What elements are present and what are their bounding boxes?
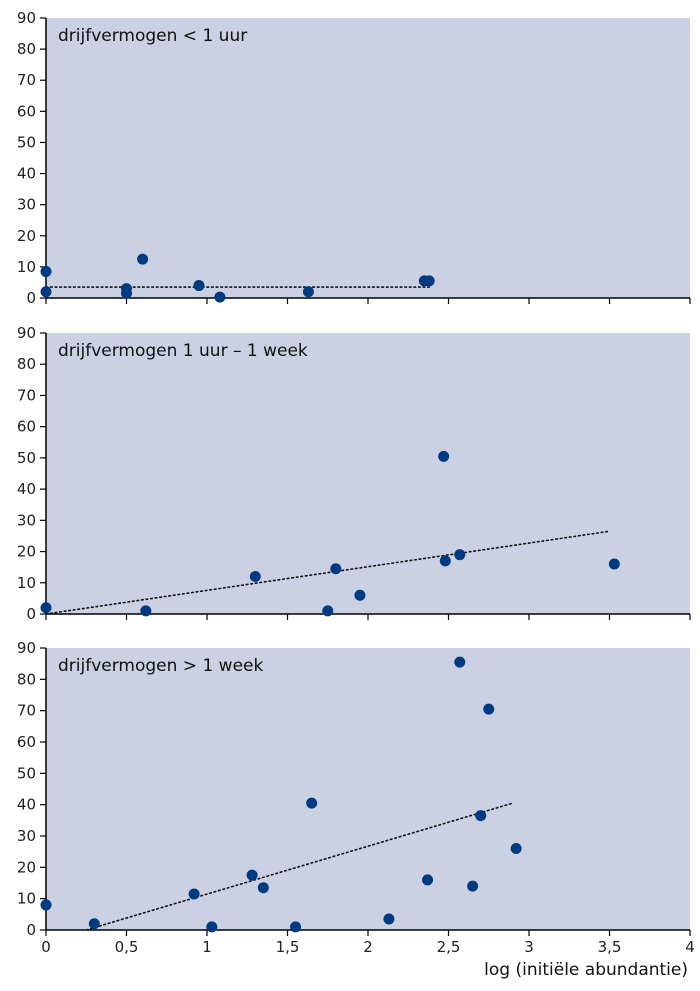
panel-3-data-point bbox=[306, 797, 318, 809]
panel-3-data-point bbox=[422, 874, 434, 886]
panel-1-data-point bbox=[40, 266, 52, 278]
panel-2-data-point bbox=[439, 555, 451, 567]
panel-2-y-tick-label: 40 bbox=[17, 480, 36, 498]
panel-2-trendline bbox=[45, 530, 611, 615]
panel-3-y-tick-label: 90 bbox=[17, 639, 36, 657]
panel-2-y-tick-label: 10 bbox=[17, 574, 36, 592]
panel-3-x-tick-label: 4 bbox=[685, 938, 695, 956]
panel-3-x-tick-label: 0 bbox=[41, 938, 51, 956]
panel-1-y-tick-label: 80 bbox=[17, 40, 36, 58]
panel-3-data-point bbox=[290, 921, 302, 933]
panel-3-data-point bbox=[257, 882, 269, 894]
panel-2-y-tick-label: 60 bbox=[17, 418, 36, 436]
panel-1-data-point bbox=[302, 286, 314, 298]
panel-3-title: drijfvermogen > 1 week bbox=[58, 656, 264, 676]
panel-3-data-point bbox=[467, 880, 479, 892]
panel-3-x-tick-label: 2,5 bbox=[437, 938, 461, 956]
panel-2-data-point bbox=[330, 563, 342, 575]
panel-3-x-tick-label: 2 bbox=[363, 938, 373, 956]
panel-3-y-tick-label: 10 bbox=[17, 890, 36, 908]
panel-1-y-tick-label: 10 bbox=[17, 258, 36, 276]
panel-3-data-point bbox=[483, 703, 495, 715]
panel-2-data-point bbox=[140, 605, 152, 617]
panel-3-x-axis-title: log (initiële abundantie) bbox=[484, 960, 688, 980]
panel-1-title: drijfvermogen < 1 uur bbox=[58, 26, 247, 46]
panel-2-y-tick-label: 0 bbox=[26, 605, 36, 623]
panel-2-y-tick-label: 20 bbox=[17, 543, 36, 561]
panel-1-plot-area bbox=[46, 18, 690, 298]
panel-3-x-tick-label: 1,5 bbox=[276, 938, 300, 956]
panel-3-plot-area bbox=[46, 648, 690, 930]
panel-3-y-tick-label: 50 bbox=[17, 764, 36, 782]
panel-2-data-point bbox=[438, 450, 450, 462]
panel-3-data-point bbox=[510, 843, 522, 855]
panel-3-x-tick-label: 3,5 bbox=[598, 938, 622, 956]
panel-1-y-tick-label: 0 bbox=[26, 289, 36, 307]
panel-3-data-point bbox=[454, 656, 466, 668]
panel-2-data-point bbox=[322, 605, 334, 617]
panel-3-x-tick-label: 1 bbox=[202, 938, 212, 956]
panel-1-data-point bbox=[137, 253, 149, 265]
panel-3-data-point bbox=[188, 888, 200, 900]
panel-2-data-point bbox=[354, 589, 366, 601]
panel-3-data-point bbox=[88, 918, 100, 930]
panel-3-data-point bbox=[206, 921, 218, 933]
panel-3-y-tick-label: 40 bbox=[17, 796, 36, 814]
panel-3-data-point bbox=[40, 899, 52, 911]
panel-3-y-tick-label: 80 bbox=[17, 670, 36, 688]
panel-1-data-point bbox=[193, 280, 205, 292]
panel-1-y-tick-label: 70 bbox=[17, 71, 36, 89]
panel-2-data-point bbox=[40, 602, 52, 614]
panel-3-y-tick-label: 30 bbox=[17, 827, 36, 845]
panel-3-y-tick-label: 70 bbox=[17, 702, 36, 720]
panel-2-data-point bbox=[249, 571, 261, 583]
panel-1-y-tick-label: 40 bbox=[17, 165, 36, 183]
panel-3-x-tick-label: 3 bbox=[524, 938, 534, 956]
panel-3-y-tick-label: 20 bbox=[17, 858, 36, 876]
panel-2-title: drijfvermogen 1 uur – 1 week bbox=[58, 341, 308, 361]
panel-2-y-tick-label: 70 bbox=[17, 386, 36, 404]
panel-3-data-point bbox=[246, 869, 258, 881]
panel-1-data-point bbox=[121, 287, 132, 299]
panel-1-y-tick-label: 30 bbox=[17, 196, 36, 214]
panel-3-x-tick-label: 0,5 bbox=[115, 938, 139, 956]
panel-1-y-tick-label: 50 bbox=[17, 133, 36, 151]
panel-1-data-point bbox=[40, 286, 52, 298]
panel-2-y-tick-label: 30 bbox=[17, 511, 36, 529]
panel-2-y-tick-label: 80 bbox=[17, 355, 36, 373]
panel-1-y-tick-label: 60 bbox=[17, 102, 36, 120]
panel-2-data-point bbox=[454, 549, 466, 561]
panel-2-y-tick-label: 50 bbox=[17, 449, 36, 467]
panel-3-trendline bbox=[85, 802, 514, 931]
panel-2-data-point bbox=[608, 558, 620, 570]
panel-1-data-point bbox=[214, 291, 226, 303]
panel-2-y-tick-label: 90 bbox=[17, 324, 36, 342]
panel-3-y-tick-label: 60 bbox=[17, 733, 36, 751]
panel-1-y-tick-label: 90 bbox=[17, 9, 36, 27]
panel-3-data-point bbox=[383, 913, 395, 925]
panel-2-plot-area bbox=[46, 333, 690, 614]
panel-3-y-tick-label: 0 bbox=[26, 921, 36, 939]
panel-1-y-tick-label: 20 bbox=[17, 227, 36, 245]
panel-3-data-point bbox=[475, 810, 487, 822]
panel-1-data-point bbox=[423, 275, 435, 287]
